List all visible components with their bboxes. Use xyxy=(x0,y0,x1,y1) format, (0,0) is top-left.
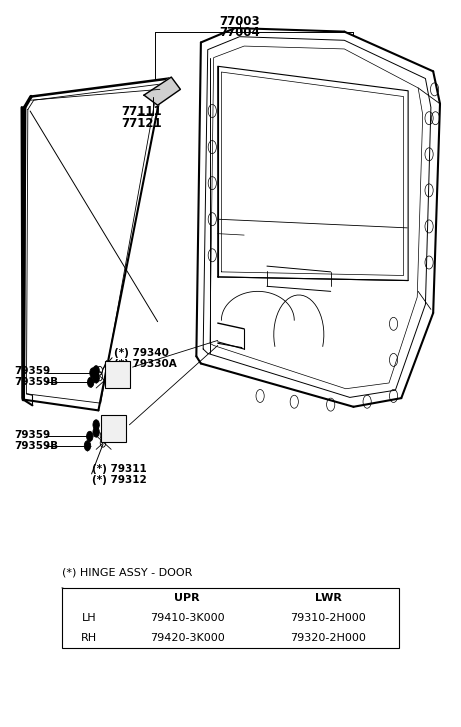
Circle shape xyxy=(119,364,124,371)
Text: 79359: 79359 xyxy=(14,430,50,440)
Text: 77111: 77111 xyxy=(121,105,162,119)
Text: 79420-3K000: 79420-3K000 xyxy=(150,633,225,643)
Text: (*) 79312: (*) 79312 xyxy=(92,475,146,485)
Circle shape xyxy=(114,418,119,425)
Circle shape xyxy=(87,431,93,441)
Circle shape xyxy=(105,418,110,425)
Text: RH: RH xyxy=(81,633,97,643)
Text: 79359B: 79359B xyxy=(14,377,58,387)
Circle shape xyxy=(93,366,99,376)
Text: 79359B: 79359B xyxy=(14,441,58,451)
Text: UPR: UPR xyxy=(174,593,200,603)
Text: 79320-2H000: 79320-2H000 xyxy=(290,633,366,643)
Circle shape xyxy=(114,431,119,438)
Bar xyxy=(105,361,130,388)
Circle shape xyxy=(88,377,94,387)
Text: 79359: 79359 xyxy=(14,366,50,377)
Circle shape xyxy=(90,368,96,378)
Text: 77004: 77004 xyxy=(219,26,260,39)
Text: LH: LH xyxy=(82,613,97,623)
Bar xyxy=(100,414,126,442)
Circle shape xyxy=(84,441,91,451)
Text: 79310-2H000: 79310-2H000 xyxy=(290,613,366,623)
Circle shape xyxy=(93,373,99,383)
Circle shape xyxy=(93,419,99,430)
Circle shape xyxy=(119,377,124,385)
Bar xyxy=(62,588,399,648)
Circle shape xyxy=(93,427,99,437)
Text: 79410-3K000: 79410-3K000 xyxy=(150,613,225,623)
Text: 77121: 77121 xyxy=(121,118,162,130)
Text: 77003: 77003 xyxy=(219,15,260,28)
Text: (*) 79311: (*) 79311 xyxy=(92,464,146,474)
Text: (*) HINGE ASSY - DOOR: (*) HINGE ASSY - DOOR xyxy=(62,568,192,578)
Polygon shape xyxy=(144,77,180,105)
Text: (*) 79330A: (*) 79330A xyxy=(114,358,177,369)
Circle shape xyxy=(110,377,114,385)
Text: (*) 79340: (*) 79340 xyxy=(114,348,169,358)
Circle shape xyxy=(105,431,110,438)
Text: LWR: LWR xyxy=(315,593,342,603)
Circle shape xyxy=(110,364,114,371)
